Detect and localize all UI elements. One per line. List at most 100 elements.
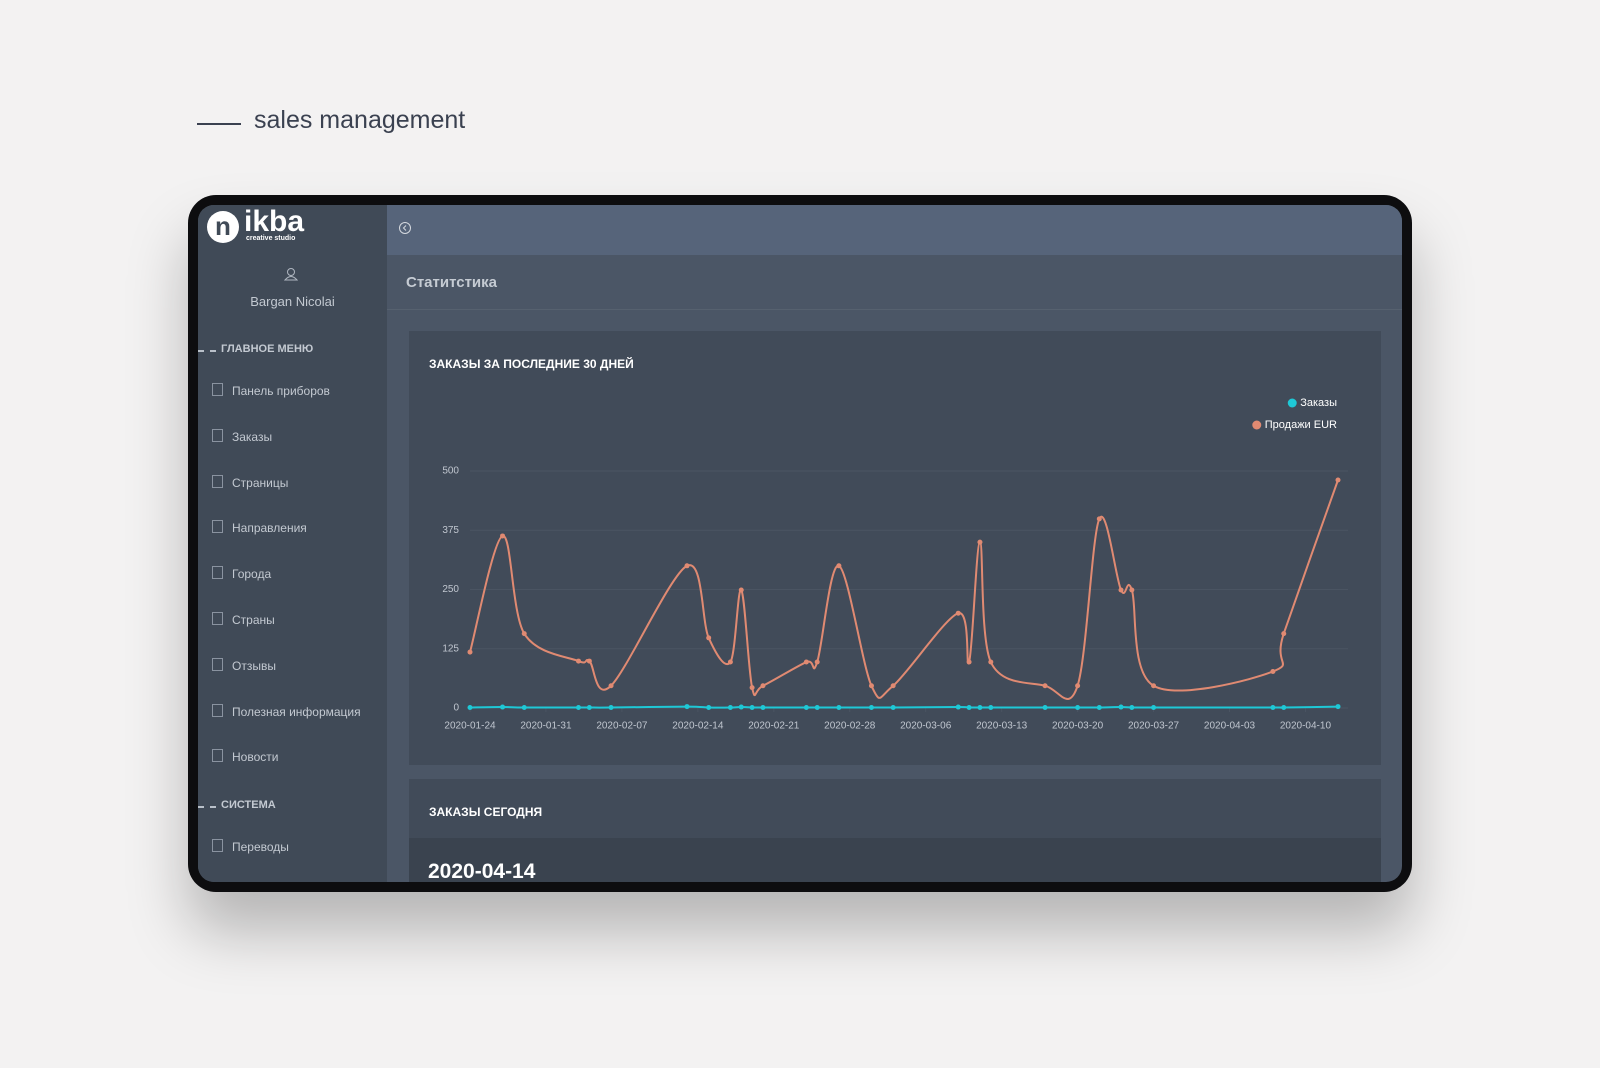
- user-icon: [284, 268, 298, 281]
- data-point: [738, 704, 744, 710]
- x-tick-label: 2020-03-27: [1128, 721, 1180, 732]
- x-tick-label: 2020-03-13: [976, 721, 1028, 732]
- data-point: [1270, 669, 1276, 675]
- data-point: [955, 704, 961, 710]
- series-line: [469, 705, 1339, 709]
- data-point: [749, 685, 755, 691]
- menu-icon: [212, 520, 223, 534]
- data-point: [1270, 705, 1276, 711]
- x-tick-label: 2020-04-03: [1204, 721, 1256, 732]
- data-point: [684, 563, 690, 569]
- data-point: [500, 704, 506, 710]
- header-rule: [197, 123, 241, 125]
- data-point: [988, 659, 994, 665]
- chart: ЗАКАЗЫ ЗА ПОСЛЕДНИЕ 30 ДНЕЙ 0 125 250 375 50…: [429, 356, 1348, 732]
- data-point: [576, 658, 581, 664]
- x-tick-label: 2020-02-07: [596, 721, 648, 732]
- data-point: [803, 659, 809, 665]
- data-point: [1096, 516, 1102, 522]
- menu-icon: [212, 428, 223, 442]
- menu-item[interactable]: Полезная информация: [232, 704, 361, 719]
- section-dash: [198, 806, 216, 809]
- menu-icon: [212, 839, 223, 853]
- x-tick-label: 2020-02-28: [824, 721, 876, 732]
- logo: ikba: [244, 205, 305, 238]
- x-tick-label: 2020-01-24: [444, 721, 496, 732]
- data-point: [890, 705, 896, 711]
- menu-icon: [212, 703, 223, 717]
- data-point: [1075, 683, 1081, 689]
- menu-item[interactable]: Направления: [232, 521, 307, 536]
- data-point: [977, 539, 983, 545]
- x-tick-label: 2020-03-06: [900, 721, 952, 732]
- today-body: [409, 838, 1381, 882]
- x-tick-label: 2020-03-20: [1052, 721, 1104, 732]
- data-point: [803, 705, 809, 711]
- y-tick-label: 500: [442, 466, 459, 477]
- data-point: [521, 705, 527, 711]
- x-tick-label: 2020-04-10: [1280, 721, 1332, 732]
- section-title: СИСТЕМА: [221, 799, 276, 812]
- data-point: [760, 683, 766, 689]
- menu-item[interactable]: Страницы: [232, 475, 289, 490]
- data-point: [608, 705, 614, 711]
- menu-item[interactable]: Города: [232, 567, 272, 582]
- data-point: [608, 683, 614, 689]
- data-point: [868, 683, 874, 689]
- menu-icon: [212, 474, 223, 488]
- data-point: [586, 705, 592, 711]
- menu-item[interactable]: Переводы: [232, 840, 289, 855]
- data-point: [977, 705, 983, 711]
- data-point: [1118, 704, 1124, 710]
- toggle-icon[interactable]: [398, 221, 412, 235]
- today-date: 2020-04-14: [428, 860, 536, 882]
- logo-subtitle: creative studio: [246, 235, 296, 242]
- data-point: [727, 705, 733, 711]
- menu-item[interactable]: Отзывы: [232, 658, 276, 673]
- data-point: [1335, 704, 1341, 710]
- data-point: [500, 533, 506, 539]
- menu-icon: [212, 566, 223, 580]
- menu-item[interactable]: Новости: [232, 750, 279, 765]
- data-point: [1281, 631, 1287, 637]
- legend-swatch[interactable]: [1287, 398, 1297, 408]
- legend-label[interactable]: Заказы: [1300, 397, 1337, 409]
- chart-title: ЗАКАЗЫ ЗА ПОСЛЕДНИЕ 30 ДНЕЙ: [429, 356, 634, 371]
- data-point: [760, 705, 766, 711]
- menu-icon: [212, 749, 223, 763]
- data-point: [836, 563, 842, 569]
- data-point: [1118, 587, 1124, 593]
- x-tick-label: 2020-02-14: [672, 721, 724, 732]
- data-point: [814, 705, 820, 711]
- page-title: Статитстика: [406, 274, 497, 291]
- data-point: [586, 658, 592, 664]
- section-title: ГЛАВНОЕ МЕНЮ: [221, 343, 314, 355]
- today-title: ЗАКАЗЫ СЕГОДНЯ: [429, 805, 543, 819]
- data-point: [706, 635, 712, 641]
- data-point: [467, 705, 473, 711]
- data-point: [988, 705, 994, 711]
- legend-label[interactable]: Продажи EUR: [1265, 419, 1337, 431]
- legend-swatch[interactable]: [1252, 420, 1262, 430]
- data-point: [1151, 705, 1157, 711]
- menu-icon: [212, 612, 223, 625]
- menu-item[interactable]: Заказы: [232, 429, 273, 444]
- menu-item[interactable]: Страны: [232, 613, 275, 627]
- logo-mark: n: [207, 211, 239, 243]
- data-point: [836, 705, 842, 711]
- menu-icon: [212, 657, 223, 671]
- data-point: [521, 631, 527, 637]
- data-point: [738, 587, 744, 593]
- y-tick-label: 0: [453, 703, 459, 714]
- data-point: [467, 649, 473, 655]
- sidebar: n ikba creative studio Bargan Nicolai ГЛ…: [198, 205, 387, 882]
- data-point: [890, 683, 896, 689]
- data-point: [727, 659, 733, 665]
- data-point: [1129, 587, 1135, 593]
- top-bar: [387, 205, 1402, 255]
- data-point: [749, 705, 755, 711]
- data-point: [1151, 683, 1157, 689]
- data-point: [955, 610, 961, 616]
- data-point: [814, 659, 820, 665]
- menu-item[interactable]: Панель приборов: [232, 384, 330, 398]
